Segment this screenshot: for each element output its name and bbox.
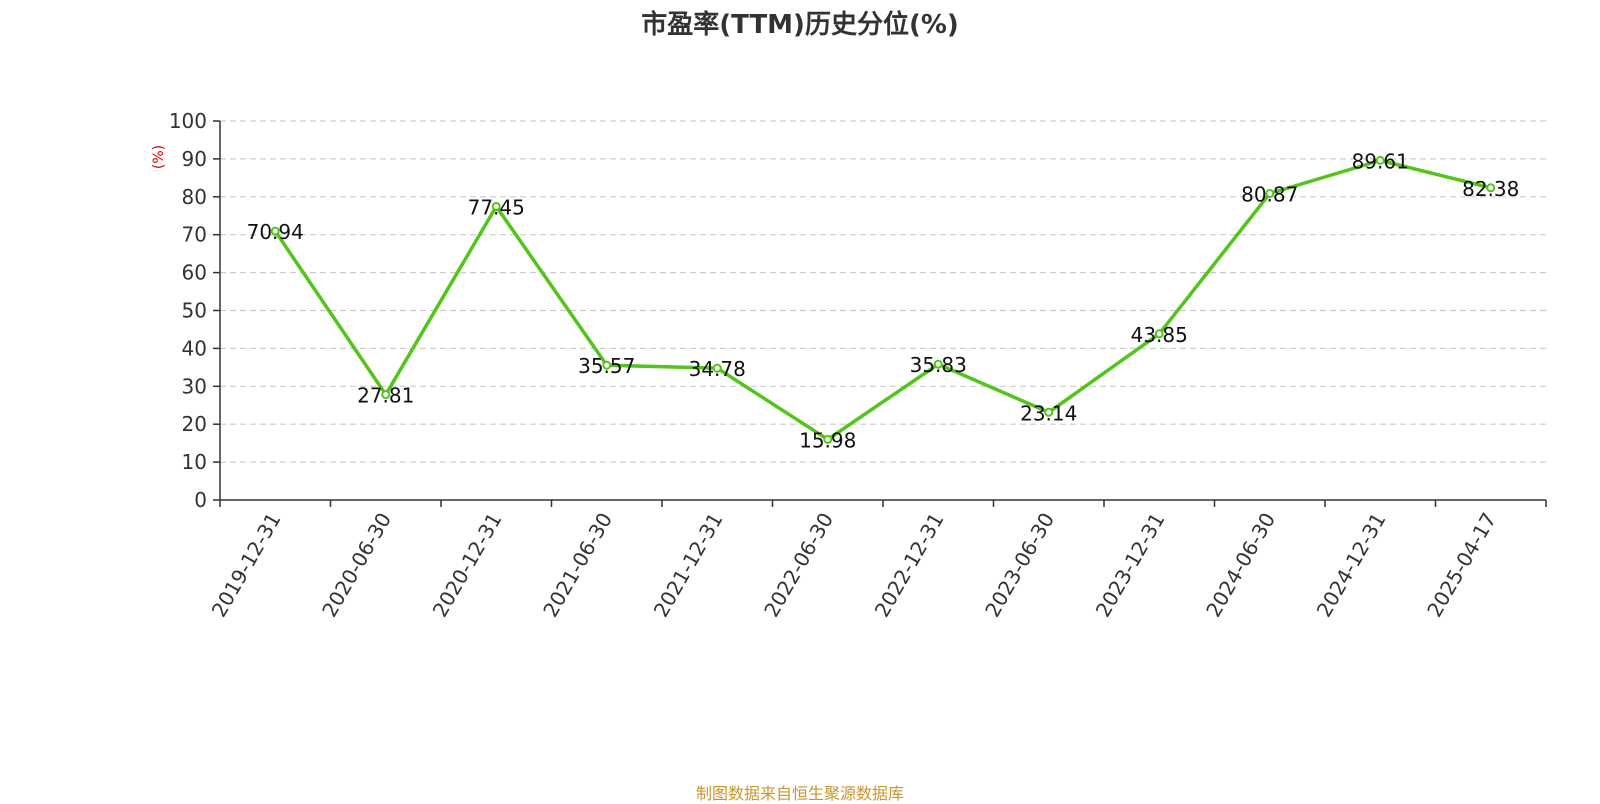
y-tick-label: 40 bbox=[182, 336, 207, 360]
x-tick-label: 2021-06-30 bbox=[538, 509, 617, 622]
x-tick-label: 2020-12-31 bbox=[428, 509, 507, 622]
data-point bbox=[491, 201, 501, 211]
y-tick-label: 100 bbox=[169, 109, 207, 133]
y-tick-label: 90 bbox=[182, 147, 207, 171]
y-tick-label: 50 bbox=[182, 299, 207, 323]
data-label: 70.94 bbox=[247, 220, 304, 244]
data-point bbox=[1265, 189, 1275, 199]
data-point bbox=[602, 360, 612, 370]
data-label: 15.98 bbox=[799, 428, 856, 452]
data-point bbox=[1486, 183, 1496, 193]
x-axis-ticks: 2019-12-31 2020-06-30 2020-12-31 2021-06-30… bbox=[207, 500, 1547, 622]
series-line bbox=[273, 158, 1492, 442]
y-tick-label: 60 bbox=[182, 261, 207, 285]
x-tick-label: 2024-06-30 bbox=[1201, 509, 1280, 622]
y-axis-label: (%) bbox=[151, 145, 167, 169]
data-label: 27.81 bbox=[357, 384, 414, 408]
y-tick-label: 70 bbox=[182, 223, 207, 247]
x-tick-label: 2021-12-31 bbox=[649, 509, 728, 622]
data-point bbox=[823, 434, 833, 444]
x-tick-label: 2023-12-31 bbox=[1091, 509, 1170, 622]
data-label: 80.87 bbox=[1241, 183, 1298, 207]
data-label: 35.83 bbox=[910, 353, 967, 377]
series-layer bbox=[270, 155, 1496, 444]
x-tick-label: 2023-06-30 bbox=[980, 509, 1059, 622]
y-tick-label: 0 bbox=[194, 488, 207, 512]
x-tick-label: 2024-12-31 bbox=[1312, 509, 1391, 622]
y-tick-label: 10 bbox=[182, 450, 207, 474]
x-tick-label: 2022-06-30 bbox=[759, 509, 838, 622]
data-point bbox=[933, 359, 943, 369]
data-point bbox=[270, 226, 280, 236]
y-tick-label: 20 bbox=[182, 412, 207, 436]
data-label: 43.85 bbox=[1131, 323, 1188, 347]
source-note: 制图数据来自恒生聚源数据库 bbox=[695, 784, 904, 803]
data-label: 34.78 bbox=[689, 357, 746, 381]
x-tick-label: 2020-06-30 bbox=[317, 509, 396, 622]
data-label: 77.45 bbox=[468, 195, 525, 219]
data-label: 23.14 bbox=[1020, 401, 1077, 425]
data-label: 89.61 bbox=[1352, 149, 1409, 173]
x-tick-label: 2022-12-31 bbox=[870, 509, 949, 622]
data-point bbox=[1044, 407, 1054, 417]
data-label: 35.57 bbox=[578, 354, 635, 378]
data-point bbox=[712, 363, 722, 373]
data-label: 82.38 bbox=[1462, 177, 1519, 201]
chart-title: 市盈率(TTM)历史分位(%) bbox=[641, 10, 959, 40]
x-tick-label: 2025-04-17 bbox=[1422, 509, 1501, 622]
x-tick-label: 2019-12-31 bbox=[207, 509, 286, 622]
y-axis-ticks: 0 10 20 30 40 50 60 70 80 90 100 bbox=[169, 109, 220, 512]
gridlines bbox=[220, 120, 1546, 463]
data-labels: 70.94 27.81 77.45 35.57 34.78 15.98 35.83 23.14… bbox=[247, 149, 1520, 452]
data-point bbox=[1375, 155, 1385, 165]
data-point bbox=[1154, 329, 1164, 339]
data-point bbox=[381, 390, 391, 400]
y-tick-label: 30 bbox=[182, 374, 207, 398]
y-tick-label: 80 bbox=[182, 185, 207, 209]
